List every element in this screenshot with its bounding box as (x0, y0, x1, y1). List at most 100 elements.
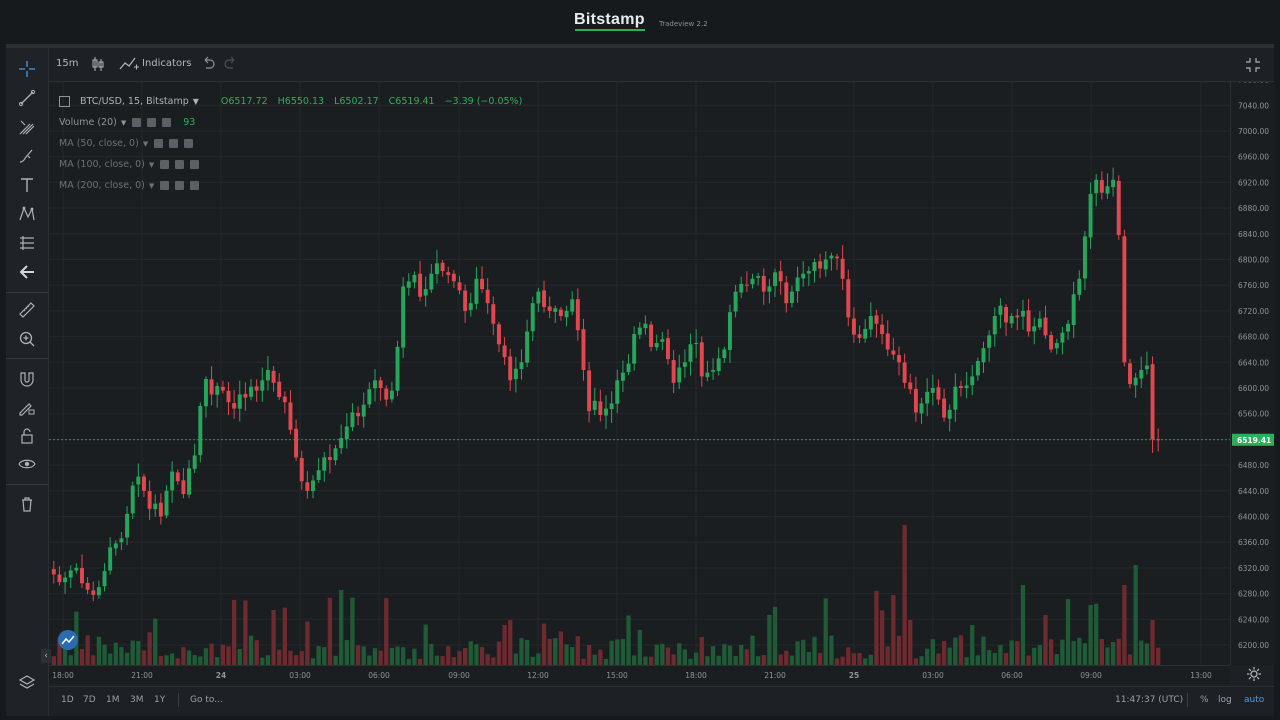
ma200-study-label[interactable]: MA (200, close, 0) (59, 180, 145, 191)
candle-body (350, 412, 355, 428)
volume-bar (722, 644, 727, 665)
volume-bar (265, 655, 271, 665)
unlock-icon[interactable] (16, 425, 38, 447)
collapse-left-icon[interactable]: ‹ (41, 649, 51, 663)
brush-icon[interactable] (16, 145, 38, 167)
study-close-icon[interactable] (190, 181, 200, 190)
candle-body (1105, 186, 1110, 194)
candle-body (192, 455, 197, 469)
percent-toggle[interactable]: % (1200, 695, 1209, 705)
study-settings-icon[interactable] (175, 160, 185, 169)
candle-body (254, 386, 259, 391)
volume-bar (68, 655, 73, 665)
candle-body (818, 261, 823, 269)
volume-bar (491, 657, 496, 665)
volume-study-label[interactable]: Volume (20) (59, 117, 117, 128)
arrow-left-icon[interactable] (16, 261, 38, 283)
price-axis-labels[interactable]: 7080.00 7040.00 7000.00 6960.00 6920.00 6880.… (1231, 76, 1275, 665)
volume-bar (1144, 643, 1150, 665)
candle-body (384, 388, 389, 400)
candle-body (339, 438, 344, 449)
crosshair-icon[interactable] (16, 58, 38, 80)
candle-body (649, 324, 654, 347)
chevron-down-icon[interactable]: ▼ (148, 160, 155, 169)
time-axis-labels[interactable]: 18:00 21:00 24 03:00 06:00 09:00 12:00 15:00 18:… (49, 666, 1230, 684)
range-1d[interactable]: 1D (61, 695, 74, 705)
settings-gear-icon[interactable] (1246, 666, 1262, 682)
redo-icon[interactable] (224, 56, 238, 73)
study-settings-icon[interactable] (147, 118, 157, 127)
candle-body (688, 344, 693, 362)
study-settings-icon[interactable] (169, 139, 179, 148)
study-settings-icon[interactable] (154, 139, 164, 148)
brand-logo[interactable]: Bitstamp (574, 11, 645, 28)
study-close-icon[interactable] (162, 118, 172, 127)
ohlc-low: L6502.17 (334, 96, 379, 107)
study-settings-icon[interactable] (175, 181, 185, 190)
volume-bar (361, 646, 366, 665)
lock-drawing-icon[interactable] (16, 396, 38, 418)
fullscreen-icon[interactable] (1245, 57, 1261, 76)
volume-bar (682, 649, 688, 665)
candle-body (412, 274, 417, 283)
study-settings-icon[interactable] (160, 181, 170, 190)
range-7d[interactable]: 7D (83, 695, 96, 705)
volume-bar (1015, 641, 1020, 665)
ma100-study-label[interactable]: MA (100, close, 0) (59, 159, 145, 170)
ma50-study-label[interactable]: MA (50, close, 0) (59, 138, 139, 149)
price-axis[interactable]: 7080.00 7040.00 7000.00 6960.00 6920.00 6880.… (1230, 76, 1275, 665)
auto-toggle[interactable]: auto (1244, 695, 1265, 705)
candle-type-icon[interactable] (91, 56, 105, 75)
symbol-label[interactable]: BTC/USD, 15, Bitstamp (80, 96, 189, 107)
interval-selector[interactable]: 15m (56, 58, 79, 69)
indicators-button[interactable]: Indicators (142, 58, 192, 69)
chevron-down-icon[interactable]: ▼ (120, 118, 127, 127)
time-axis[interactable]: 18:00 21:00 24 03:00 06:00 09:00 12:00 15:00 18:… (49, 665, 1230, 684)
study-settings-icon[interactable] (160, 160, 170, 169)
indicators-icon[interactable] (119, 56, 139, 75)
text-icon[interactable] (16, 174, 38, 196)
candle-body (1082, 236, 1087, 279)
log-toggle[interactable]: log (1218, 695, 1232, 705)
time-tick-label: 25 (849, 671, 859, 680)
chart-pane[interactable] (49, 79, 1230, 665)
undo-icon[interactable] (201, 56, 215, 73)
trend-line-icon[interactable] (16, 87, 38, 109)
candle-body (125, 513, 130, 538)
volume-bar (564, 644, 569, 665)
study-close-icon[interactable] (190, 160, 200, 169)
volume-bar (908, 619, 913, 665)
fib-retracement-icon[interactable] (16, 232, 38, 254)
candle-body (203, 379, 208, 407)
candle-body (863, 328, 868, 339)
chevron-down-icon[interactable]: ▼ (142, 139, 149, 148)
tradeview-logo-icon[interactable] (58, 630, 78, 650)
volume-bar (406, 658, 411, 665)
candle-body (434, 263, 439, 275)
range-1y[interactable]: 1Y (154, 695, 166, 705)
pitchfork-icon[interactable] (16, 116, 38, 138)
range-1m[interactable]: 1M (106, 695, 120, 705)
utc-clock[interactable]: 11:47:37 (UTC) (1115, 695, 1184, 705)
chevron-down-icon[interactable]: ▼ (148, 181, 155, 190)
magnet-icon[interactable] (16, 368, 38, 390)
volume-bar (987, 650, 992, 665)
candle-body (260, 380, 265, 391)
volume-bar (288, 650, 293, 665)
eye-icon[interactable] (16, 453, 38, 475)
goto-button[interactable]: Go to... (190, 695, 223, 705)
range-3m[interactable]: 3M (130, 695, 144, 705)
study-settings-icon[interactable] (132, 118, 142, 127)
pattern-icon[interactable] (16, 203, 38, 225)
layers-icon[interactable] (16, 672, 38, 694)
chevron-down-icon[interactable]: ▼ (192, 97, 199, 106)
candle-body (373, 380, 377, 389)
study-close-icon[interactable] (184, 139, 194, 148)
legend-toggle-icon[interactable] (59, 96, 70, 107)
candle-body (249, 386, 253, 397)
candle-body (158, 502, 163, 517)
trash-icon[interactable] (16, 493, 38, 515)
volume-bar (829, 635, 834, 665)
zoom-in-icon[interactable] (16, 328, 38, 350)
ruler-icon[interactable] (16, 299, 38, 321)
